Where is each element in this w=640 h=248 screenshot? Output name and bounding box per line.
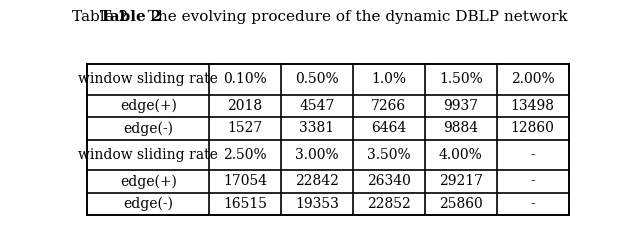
Text: 0.10%: 0.10% — [223, 72, 267, 87]
Text: 3.00%: 3.00% — [295, 148, 339, 162]
Text: 9884: 9884 — [443, 121, 478, 135]
Text: -: - — [530, 148, 535, 162]
Text: 26340: 26340 — [367, 174, 411, 188]
Text: 17054: 17054 — [223, 174, 267, 188]
Text: edge(+): edge(+) — [120, 174, 177, 189]
Text: 1527: 1527 — [227, 121, 262, 135]
Text: 12860: 12860 — [511, 121, 554, 135]
Text: 19353: 19353 — [295, 197, 339, 211]
Text: 2.00%: 2.00% — [511, 72, 554, 87]
Text: edge(-): edge(-) — [124, 197, 173, 211]
Text: window sliding rate: window sliding rate — [78, 148, 218, 162]
Text: 6464: 6464 — [371, 121, 406, 135]
Text: 3381: 3381 — [300, 121, 335, 135]
Text: 22852: 22852 — [367, 197, 411, 211]
Text: 29217: 29217 — [439, 174, 483, 188]
Text: Table 2: Table 2 — [100, 10, 162, 24]
Text: 2018: 2018 — [227, 99, 262, 113]
Text: Table 2    The evolving procedure of the dynamic DBLP network: Table 2 The evolving procedure of the dy… — [72, 10, 568, 24]
Text: 9937: 9937 — [443, 99, 478, 113]
Text: -: - — [530, 197, 535, 211]
Text: 4547: 4547 — [300, 99, 335, 113]
Text: 0.50%: 0.50% — [295, 72, 339, 87]
Text: edge(-): edge(-) — [124, 121, 173, 136]
Text: -: - — [530, 174, 535, 188]
Text: 3.50%: 3.50% — [367, 148, 411, 162]
Text: 22842: 22842 — [295, 174, 339, 188]
Text: 4.00%: 4.00% — [439, 148, 483, 162]
Text: edge(+): edge(+) — [120, 99, 177, 113]
Text: 13498: 13498 — [511, 99, 555, 113]
Text: 7266: 7266 — [371, 99, 406, 113]
Bar — [88, 64, 568, 215]
Text: 2.50%: 2.50% — [223, 148, 267, 162]
Text: 25860: 25860 — [439, 197, 483, 211]
Text: 1.50%: 1.50% — [439, 72, 483, 87]
Text: 16515: 16515 — [223, 197, 267, 211]
Text: window sliding rate: window sliding rate — [78, 72, 218, 87]
Text: 1.0%: 1.0% — [371, 72, 406, 87]
